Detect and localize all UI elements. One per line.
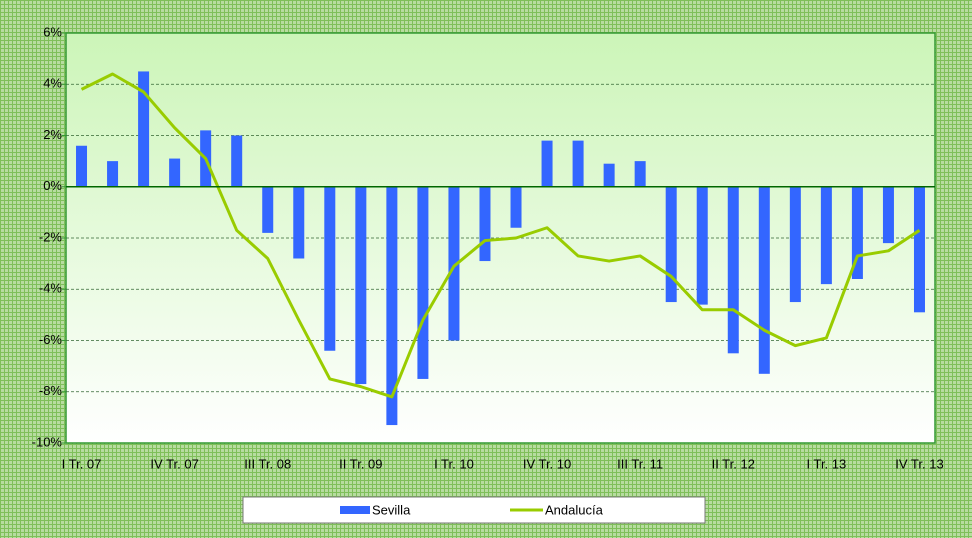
y-tick-label: 4% <box>43 76 62 91</box>
y-tick-label: -2% <box>39 229 63 244</box>
y-tick-label: -10% <box>32 434 63 449</box>
bar <box>634 161 646 187</box>
x-tick-label: II Tr. 09 <box>339 456 382 471</box>
line <box>80 72 921 399</box>
bar <box>262 186 274 233</box>
legend-label: Sevilla <box>372 502 411 517</box>
bar <box>727 186 739 354</box>
bar <box>789 186 801 303</box>
x-tick-label: I Tr. 07 <box>62 456 102 471</box>
bar <box>603 163 615 187</box>
x-tick-label: III Tr. 08 <box>244 456 291 471</box>
bar <box>758 186 770 374</box>
x-tick-label: IV Tr. 13 <box>895 456 943 471</box>
bar <box>448 186 460 341</box>
bar <box>138 71 150 187</box>
legend-label: Andalucía <box>545 502 604 517</box>
bar <box>572 140 584 187</box>
bar <box>355 186 367 385</box>
x-tick-label: I Tr. 13 <box>807 456 847 471</box>
x-tick-label: IV Tr. 10 <box>523 456 571 471</box>
bar <box>541 140 553 187</box>
bar <box>696 186 708 305</box>
bar <box>882 186 894 244</box>
y-tick-label: -4% <box>39 281 63 296</box>
bar <box>324 186 336 351</box>
bar <box>510 186 522 228</box>
x-tick-label: II Tr. 12 <box>712 456 755 471</box>
bar <box>417 186 429 379</box>
x-tick-label: III Tr. 11 <box>617 456 663 471</box>
bar <box>913 186 925 313</box>
legend <box>242 496 706 524</box>
bar <box>76 145 88 187</box>
bar <box>107 161 119 187</box>
y-tick-label: 2% <box>43 127 62 142</box>
bar <box>851 186 863 279</box>
y-tick-label: -8% <box>39 383 63 398</box>
x-tick-label: IV Tr. 07 <box>150 456 198 471</box>
y-tick-label: -6% <box>39 332 63 347</box>
bar <box>386 186 398 426</box>
y-tick-label: 6% <box>43 24 62 39</box>
bar <box>479 186 491 262</box>
y-tick-label: 0% <box>43 178 62 193</box>
legend-swatch <box>340 506 370 514</box>
bar <box>820 186 832 285</box>
bar <box>293 186 305 259</box>
bar <box>169 158 181 187</box>
bar <box>231 135 243 187</box>
x-tick-label: I Tr. 10 <box>434 456 474 471</box>
bar <box>665 186 677 303</box>
